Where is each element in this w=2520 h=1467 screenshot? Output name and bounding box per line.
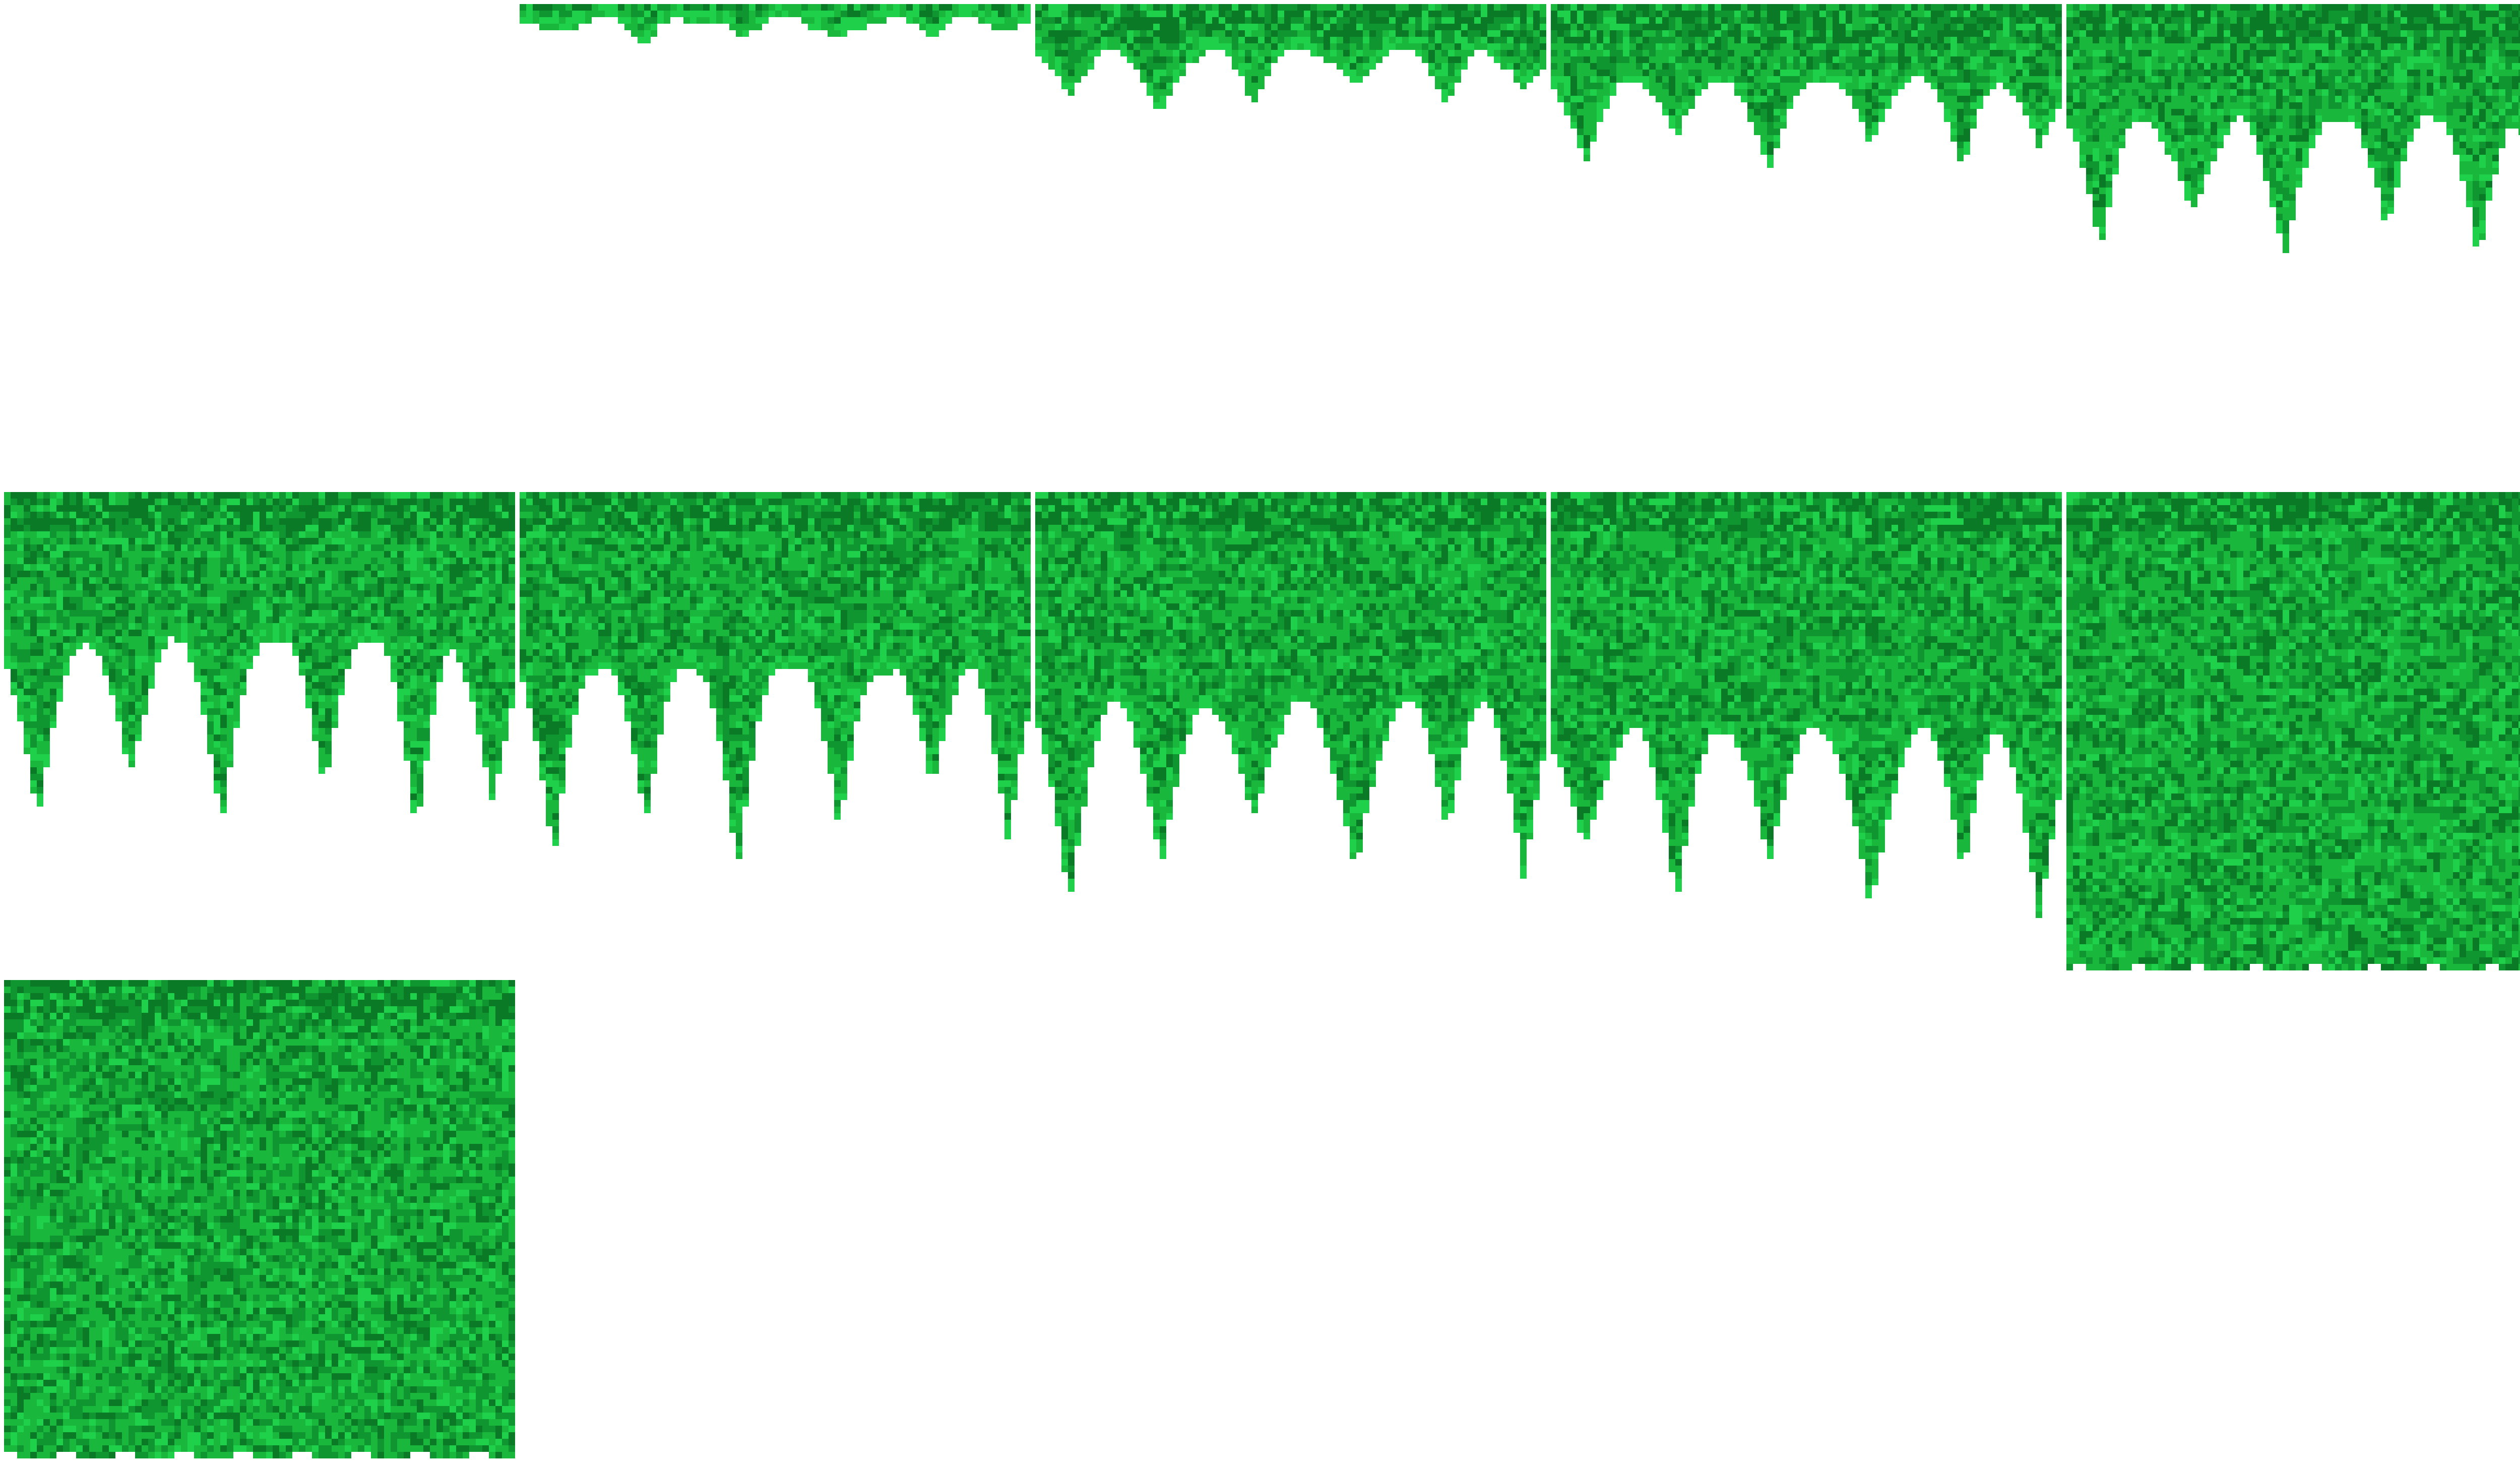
slime-drip-graphic [1551, 4, 2062, 168]
slime-drip-graphic [1035, 492, 1546, 892]
sprite-frame-4 [1551, 4, 2062, 484]
sprite-frame-9 [1551, 492, 2062, 972]
sprite-frame-2 [520, 4, 1031, 484]
sprite-frame-7 [520, 492, 1031, 972]
sprite-frame-8 [1035, 492, 1546, 972]
slime-drip-graphic [4, 980, 515, 1458]
sprite-frame-1 [4, 4, 515, 484]
slime-drip-graphic [2066, 492, 2520, 970]
slime-drip-graphic [520, 4, 1031, 43]
sprite-frame-5 [2066, 4, 2520, 484]
slime-drip-graphic [1551, 492, 2062, 918]
slime-drip-graphic [4, 4, 515, 484]
sprite-frame-3 [1035, 4, 1546, 484]
slime-drip-graphic [2066, 4, 2520, 253]
slime-drip-graphic [4, 492, 515, 813]
slime-drip-graphic [1035, 4, 1546, 109]
slime-drip-graphic [520, 492, 1031, 859]
sprite-frame-10 [2066, 492, 2520, 972]
sprite-frame-11 [4, 980, 515, 1460]
sprite-frame-6 [4, 492, 515, 972]
